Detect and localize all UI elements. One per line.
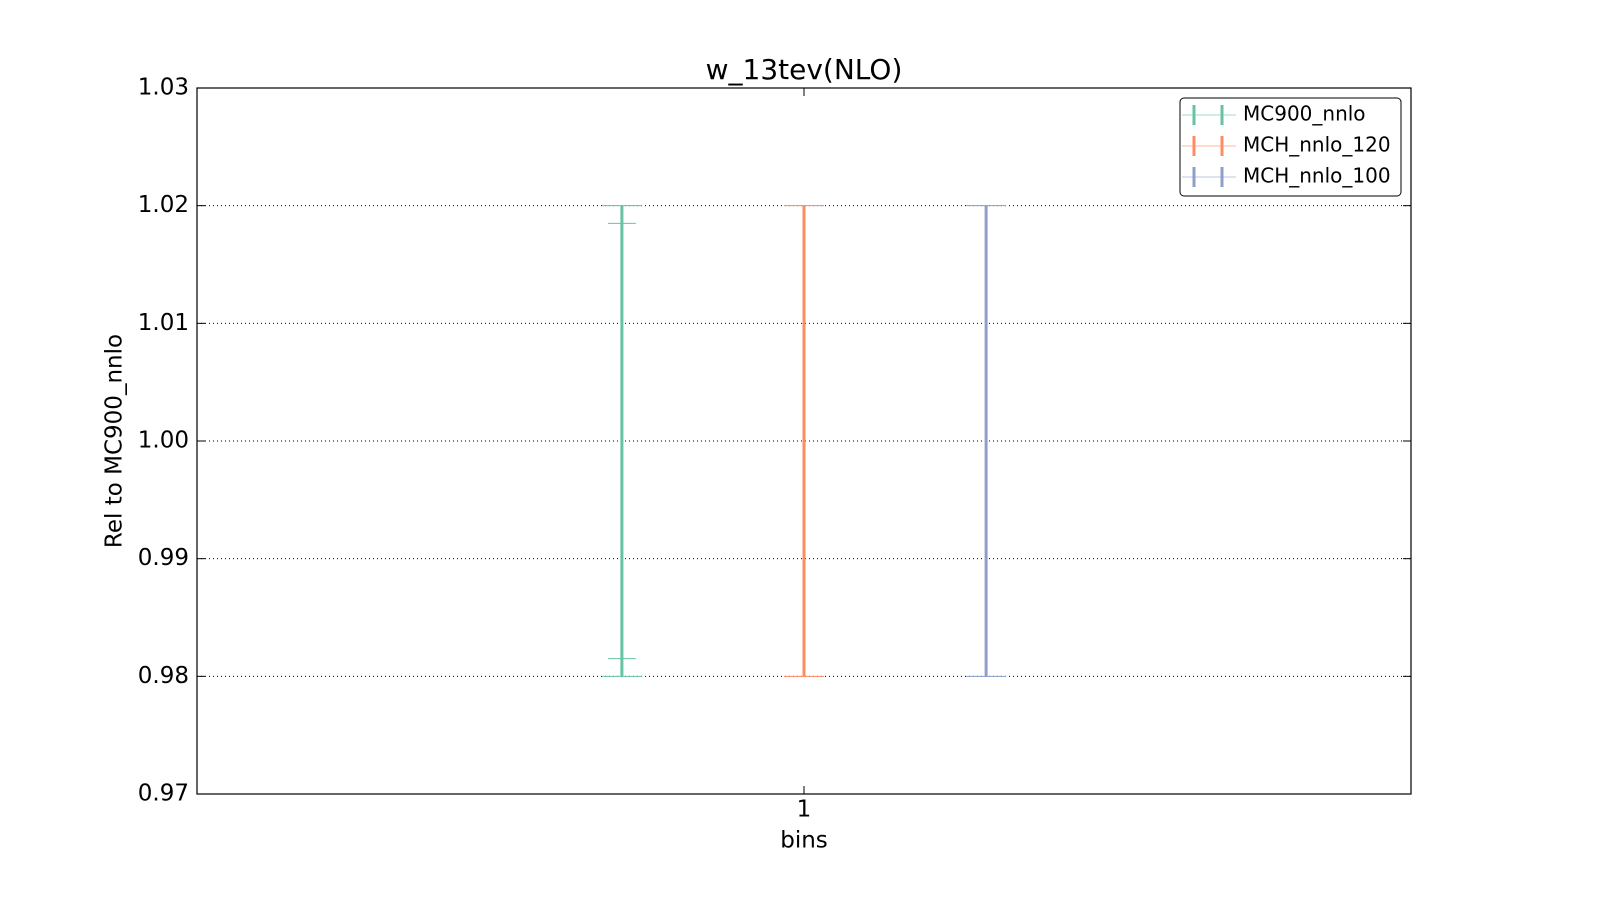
y-tick-label: 0.99: [138, 545, 189, 571]
y-tick-label: 1.00: [138, 428, 189, 454]
y-tick-label: 0.97: [138, 781, 189, 807]
chart-title: w_13tev(NLO): [706, 53, 903, 86]
legend-label: MC900_nnlo: [1243, 102, 1366, 126]
x-tick-label: 1: [797, 797, 812, 823]
legend-label: MCH_nnlo_120: [1243, 133, 1391, 157]
legend-label: MCH_nnlo_100: [1243, 164, 1391, 188]
y-tick-label: 0.98: [138, 663, 189, 689]
y-tick-label: 1.01: [138, 310, 189, 336]
y-tick-label: 1.02: [138, 192, 189, 218]
y-tick-label: 1.03: [138, 75, 189, 101]
y-axis-label: Rel to MC900_nnlo: [102, 334, 128, 548]
plot-frame: [196, 87, 1412, 795]
x-axis-label: bins: [780, 828, 828, 854]
legend-box: [1179, 97, 1402, 197]
